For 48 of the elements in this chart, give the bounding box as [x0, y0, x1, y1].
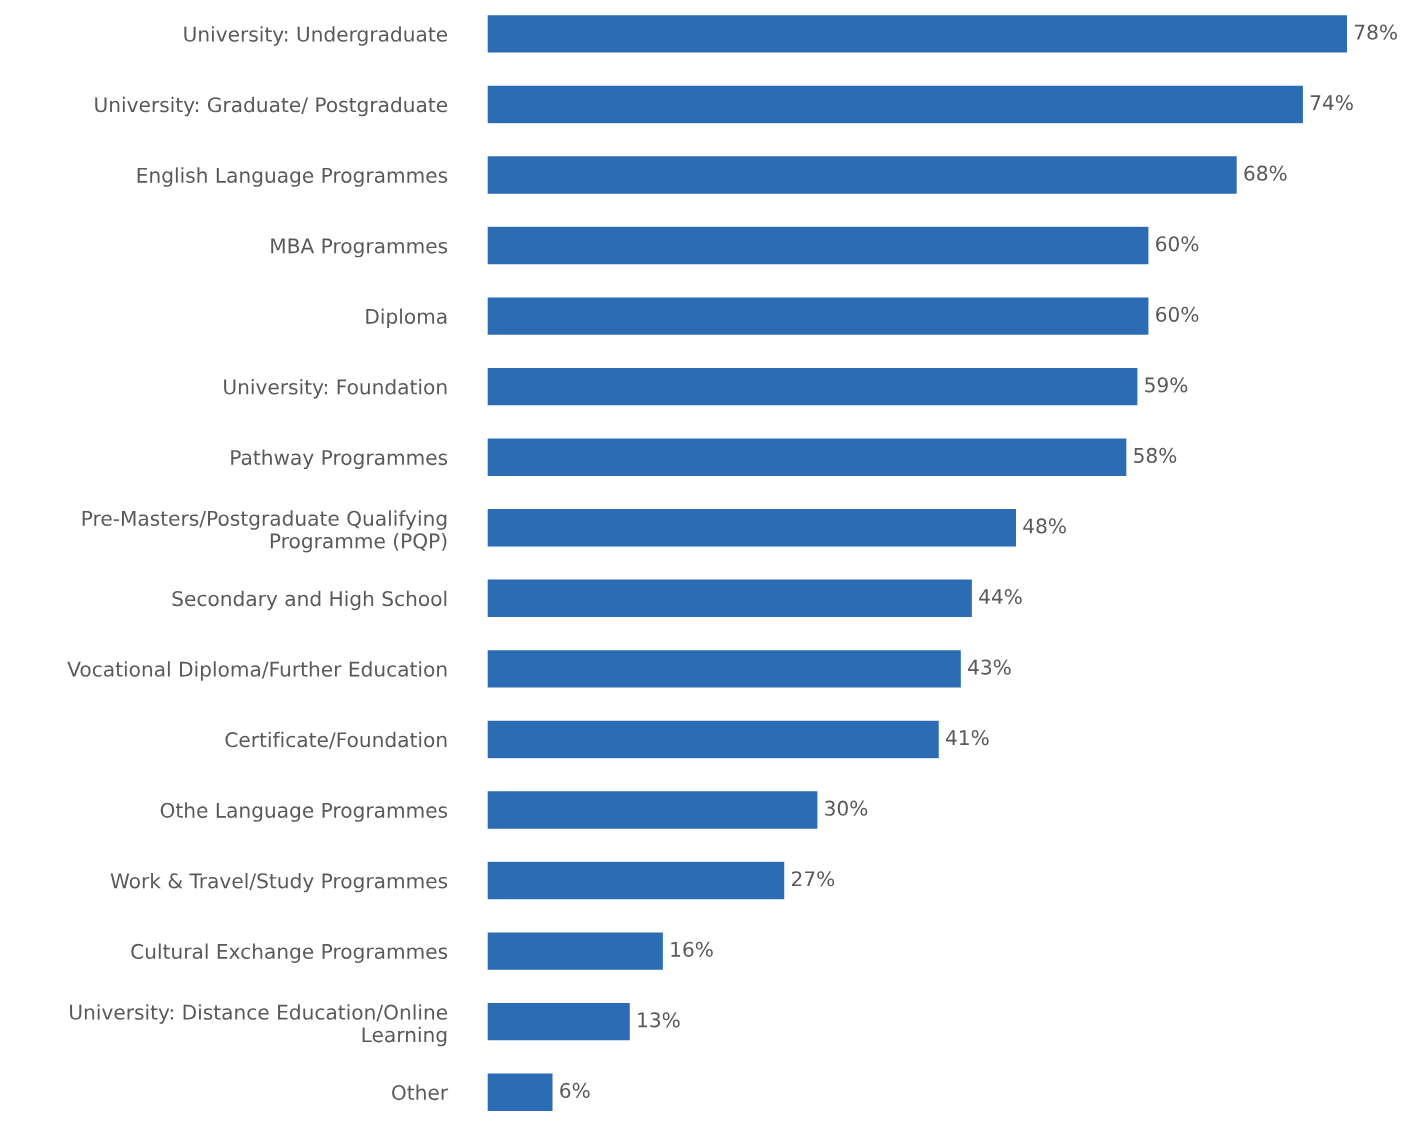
bar: [487, 366, 1139, 407]
data-label: 74%: [1310, 95, 1353, 111]
y-tick-label: University: Distance Education/Online Learning: [70, 1004, 448, 1047]
y-tick-label: University: Foundation: [224, 378, 447, 399]
bar: [487, 1072, 554, 1113]
data-label: 78%: [1354, 24, 1397, 40]
bar: [487, 84, 1305, 125]
data-label: 44%: [979, 588, 1022, 605]
y-tick-label: Pathway Programmes: [231, 449, 448, 470]
bar: [487, 719, 941, 760]
data-label: 6%: [560, 1082, 590, 1099]
y-tick-label: MBA Programmes: [271, 238, 448, 258]
bar: [487, 1001, 632, 1042]
bar: [487, 295, 1150, 337]
data-label: 27%: [791, 871, 835, 887]
data-label: 16%: [671, 941, 713, 957]
data-label: 43%: [968, 659, 1011, 675]
data-label: 58%: [1134, 447, 1177, 464]
bar: [487, 578, 974, 619]
bar: [487, 789, 819, 831]
y-tick-label: University: Undergraduate: [184, 26, 448, 46]
bar: [487, 860, 786, 901]
y-tick-label: English Language Programmes: [137, 167, 448, 187]
y-tick-label: University: Graduate/ Postgraduate: [95, 96, 448, 117]
y-tick-label: Pre-Masters/Postgraduate Qualifying Programme (PQP): [82, 510, 447, 553]
data-label: 48%: [1023, 518, 1066, 534]
data-label: 60%: [1156, 236, 1199, 252]
data-label: 68%: [1244, 165, 1287, 181]
bar: [487, 507, 1018, 548]
y-tick-label: Vocational Diploma/Further Education: [67, 661, 447, 681]
data-label: 30%: [825, 800, 868, 816]
bar: [487, 13, 1349, 54]
y-tick-label: Othe Language Programmes: [160, 802, 448, 822]
data-label: 59%: [1145, 377, 1188, 393]
y-tick-label: Work & Travel/Study Programmes: [110, 872, 448, 893]
y-tick-label: Cultural Exchange Programmes: [131, 943, 448, 963]
bar: [487, 437, 1128, 478]
bar: [487, 930, 665, 972]
y-tick-label: Certificate/Foundation: [225, 731, 447, 749]
bar: [487, 648, 963, 689]
data-label: 41%: [945, 730, 989, 746]
y-tick-label: Diploma: [366, 308, 447, 328]
data-label: 13%: [638, 1012, 680, 1028]
y-tick-label: Other: [392, 1084, 449, 1101]
bar: [487, 154, 1239, 196]
y-tick-label: Secondary and High School: [172, 590, 447, 611]
bar: [487, 225, 1150, 266]
data-label: 60%: [1156, 306, 1199, 322]
